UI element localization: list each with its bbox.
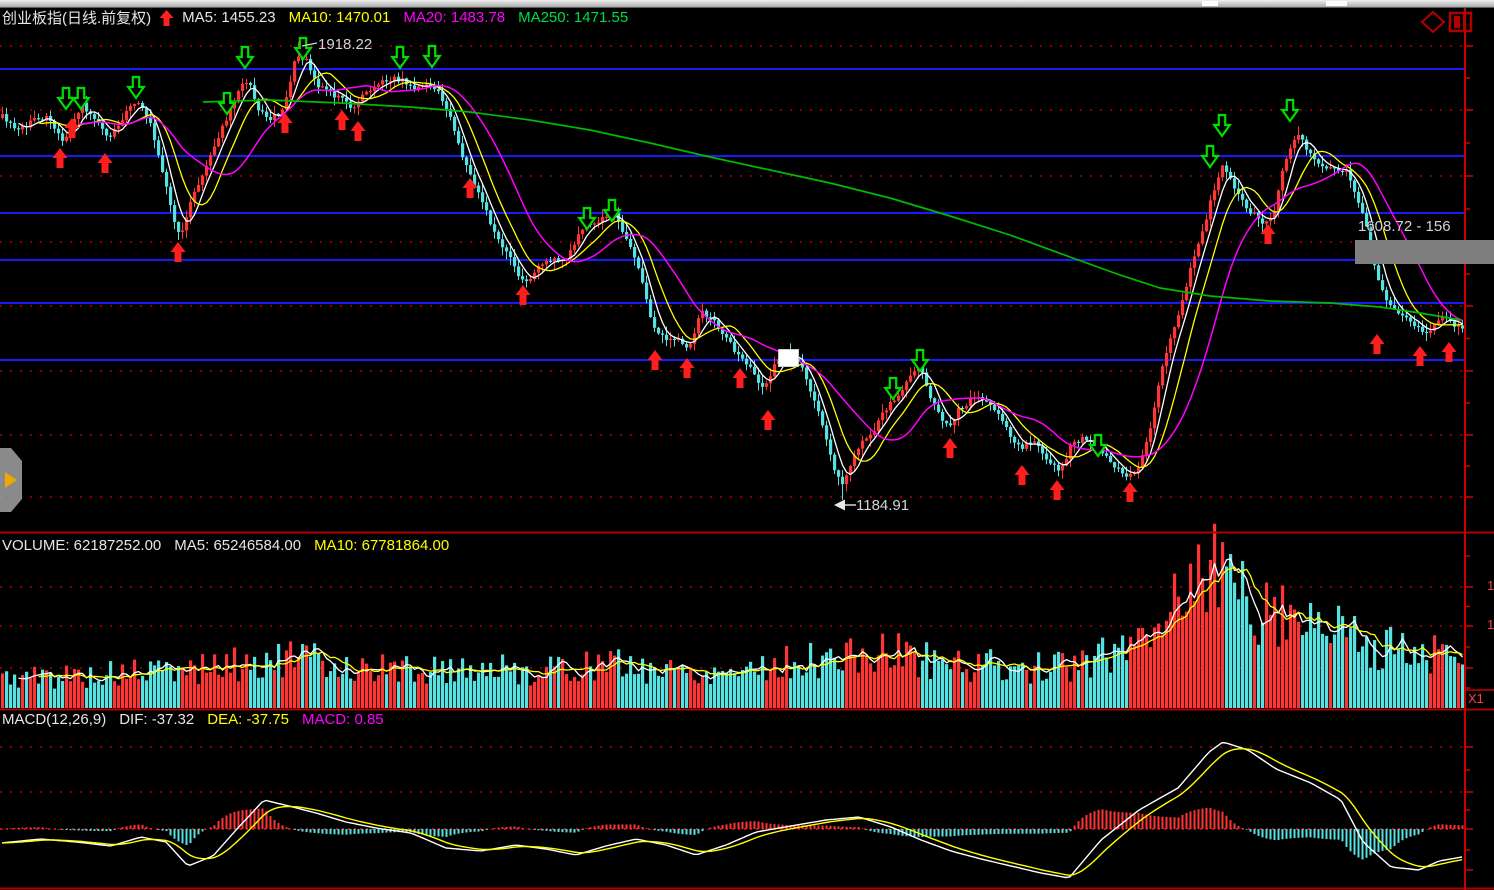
gap-range-label: 1608.72 - 156 xyxy=(1358,218,1451,235)
dif-value: DIF: -37.32 xyxy=(119,711,195,728)
macd-header: MACD(12,26,9) DIF: -37.32 DEA: -37.75 MA… xyxy=(2,711,397,728)
volume-header: VOLUME: 62187252.00 MA5: 65246584.00 MA1… xyxy=(2,537,462,554)
trend-up-icon xyxy=(159,9,174,26)
left-panel-expander[interactable] xyxy=(0,440,26,520)
split-window-icon[interactable] xyxy=(1448,11,1473,33)
ma20-value: MA20: 1483.78 xyxy=(403,9,506,26)
window-top-strip xyxy=(0,0,1494,8)
high-price-label: 1918.22 xyxy=(318,36,373,53)
volume-multiplier-label: X1 xyxy=(1468,691,1484,706)
instrument-title: 创业板指(日线.前复权) xyxy=(2,10,152,27)
ma250-value: MA250: 1471.55 xyxy=(518,9,629,26)
strip-tab-mark xyxy=(1202,1,1218,6)
volume-axis-label: 1 xyxy=(1487,578,1494,593)
expand-right-arrow-icon xyxy=(5,472,17,488)
volume-ma10-value: MA10: 67781864.00 xyxy=(314,537,450,554)
gap-zone-box xyxy=(1355,240,1494,264)
diamond-icon[interactable] xyxy=(1420,10,1446,34)
volume-axis-label: 1 xyxy=(1487,617,1494,632)
main-chart-header: 创业板指(日线.前复权) MA5: 1455.23 MA10: 1470.01 … xyxy=(2,7,641,28)
volume-ma5-value: MA5: 65246584.00 xyxy=(174,537,302,554)
toolbar-icons xyxy=(1420,10,1473,34)
volume-value: VOLUME: 62187252.00 xyxy=(2,537,162,554)
low-price-label: 1184.91 xyxy=(856,497,910,514)
dea-value: DEA: -37.75 xyxy=(207,711,289,728)
trendline-drag-handle[interactable] xyxy=(778,349,799,367)
macd-value: MACD: 0.85 xyxy=(301,711,384,728)
macd-params: MACD(12,26,9) xyxy=(2,711,107,728)
ma10-value: MA10: 1470.01 xyxy=(288,9,391,26)
strip-tab-mark xyxy=(1326,1,1347,6)
ma5-value: MA5: 1455.23 xyxy=(182,9,276,26)
